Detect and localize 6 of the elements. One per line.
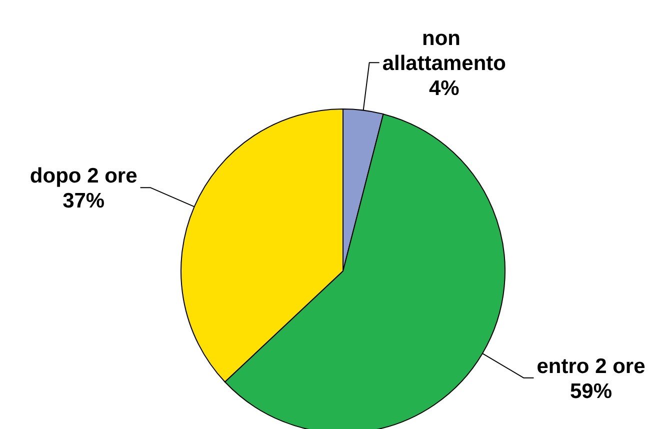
slice-label: non allattamento [382,27,506,76]
data-label: 37% [62,190,105,213]
data-label: 4% [428,77,460,100]
data-label: 59% [570,380,612,403]
slice-label: entro 2 ore [536,354,646,378]
slice-label: dopo 2 ore [30,164,138,188]
